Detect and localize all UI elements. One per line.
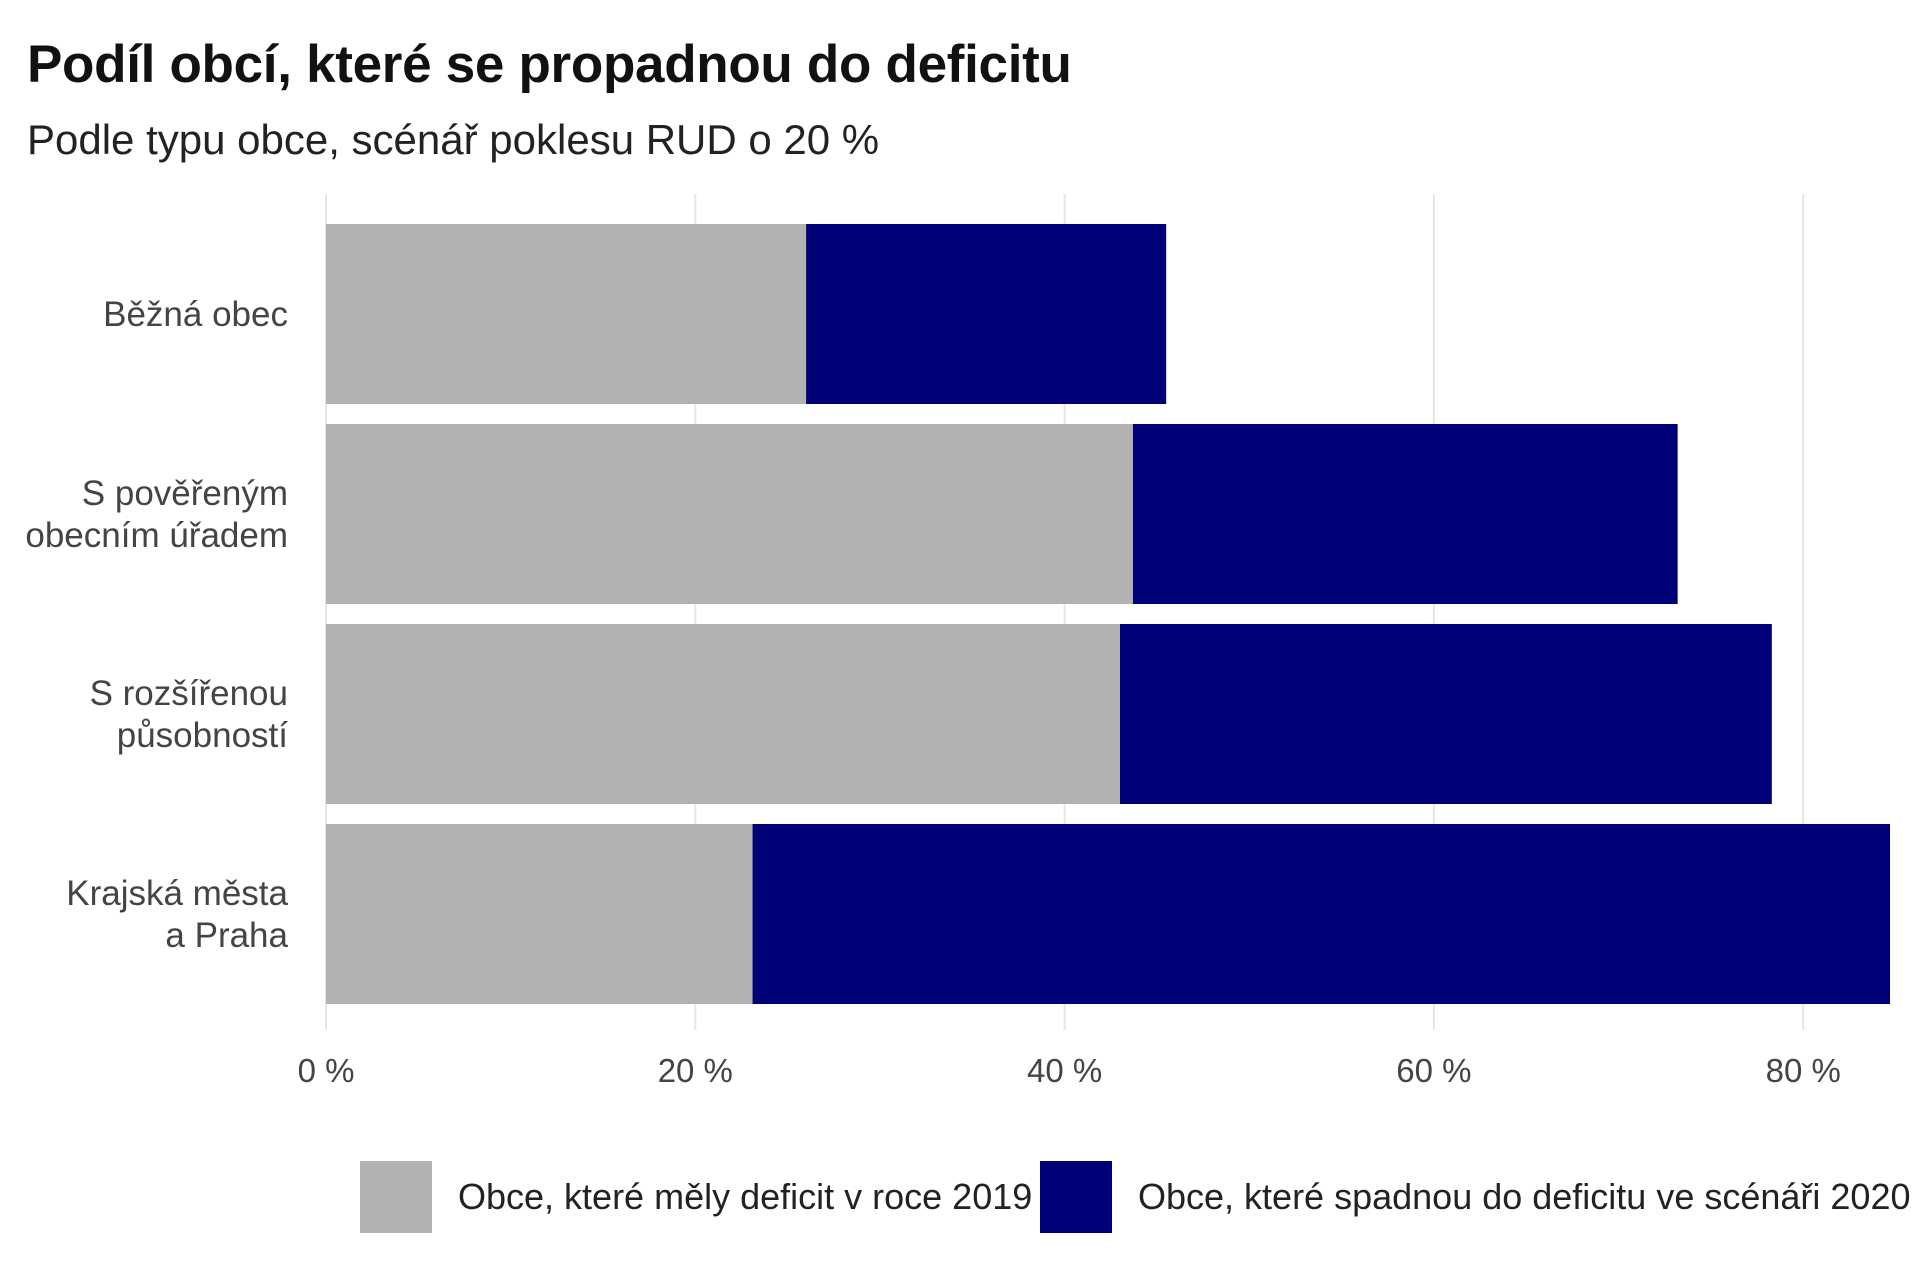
y-category-label: S pověřeným: [82, 474, 288, 513]
bar-segment-2019: [326, 624, 1121, 804]
x-tick-label: 60 %: [1396, 1052, 1471, 1089]
x-axis-labels: 0 % 20 % 40 % 60 % 80 %: [298, 1052, 1841, 1089]
legend-swatch-2020: [1040, 1161, 1112, 1233]
y-category-label: S rozšířenou: [90, 674, 288, 713]
x-tick-label: 80 %: [1766, 1052, 1841, 1089]
legend-swatch-2019: [360, 1161, 432, 1233]
bars: [326, 224, 1891, 1004]
bar-segment-2020: [806, 224, 1167, 404]
bar-segment-2020: [1120, 624, 1772, 804]
bar-segment-2019: [326, 424, 1133, 604]
bar-segment-2019: [326, 224, 807, 404]
legend: Obce, které měly deficit v roce 2019 Obc…: [0, 1160, 1920, 1234]
x-tick-label: 0 %: [298, 1052, 355, 1089]
y-category-label: Krajská města: [66, 874, 288, 913]
x-tick-label: 40 %: [1027, 1052, 1102, 1089]
chart-title: Podíl obcí, které se propadnou do defici…: [27, 35, 1072, 94]
legend-item-2019: Obce, které měly deficit v roce 2019: [360, 1160, 1032, 1234]
y-category-label: Běžná obec: [103, 295, 288, 334]
legend-label-2019: Obce, které měly deficit v roce 2019: [458, 1176, 1033, 1217]
legend-item-2020: Obce, které spadnou do deficitu ve scéná…: [1040, 1160, 1911, 1234]
bar-segment-2020: [752, 824, 1891, 1004]
legend-label-2020: Obce, které spadnou do deficitu ve scéná…: [1138, 1176, 1911, 1217]
y-category-label: a Praha: [165, 916, 288, 955]
bar-segment-2019: [326, 824, 753, 1004]
bar-segment-2020: [1132, 424, 1678, 604]
chart-subtitle: Podle typu obce, scénář poklesu RUD o 20…: [27, 116, 880, 163]
x-tick-label: 20 %: [658, 1052, 733, 1089]
y-category-label: obecním úřadem: [25, 516, 288, 555]
y-category-label: působností: [117, 716, 289, 755]
